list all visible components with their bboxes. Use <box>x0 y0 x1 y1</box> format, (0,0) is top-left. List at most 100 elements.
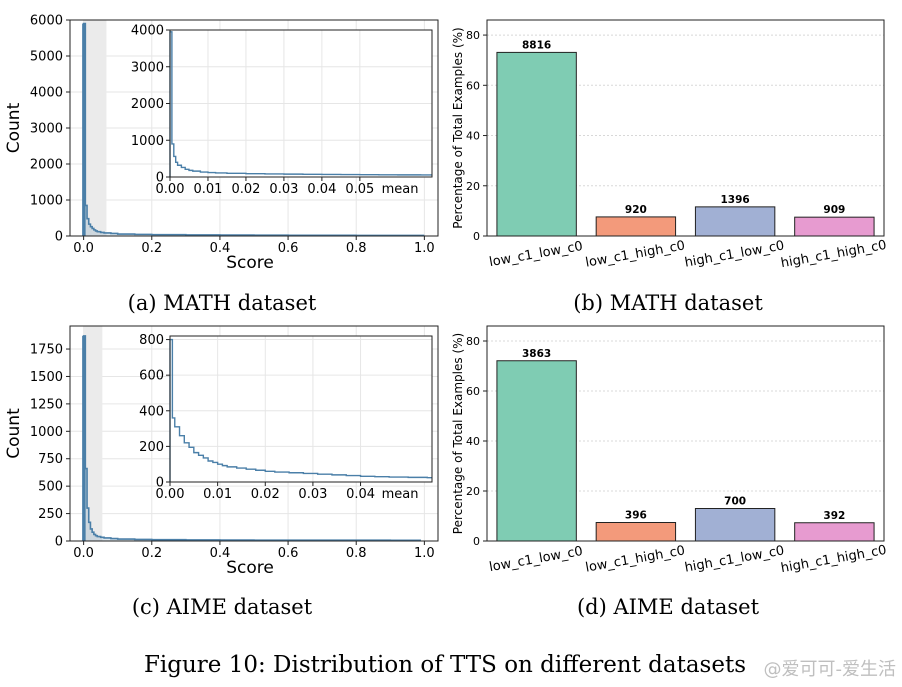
inset-zoom-plot: 0.00 0.01 0.02 0.03 0.04 0.05 mean 0 1000 2000 300… <box>131 24 433 197</box>
y-tick-label: 250 <box>38 507 63 522</box>
y-tick-label: 40 <box>466 130 480 143</box>
bar-value-label: 8816 <box>522 39 551 51</box>
histogram-bin <box>110 233 118 236</box>
y-tick-label: 0 <box>473 535 480 548</box>
bar-high-c1-high-c0 <box>794 522 875 542</box>
histogram-bin <box>87 218 89 236</box>
plot-frame <box>486 325 885 542</box>
inset-x-tick-label: 0.02 <box>251 487 280 502</box>
caption-c: (c) AIME dataset <box>132 595 313 619</box>
histogram-bin <box>85 205 88 236</box>
y-tick-label: 40 <box>466 435 480 448</box>
x-tick-label: high_c1_low_c0 <box>684 543 786 575</box>
bar-high-c1-low-c0 <box>694 508 776 542</box>
inset-y-tick-label: 0 <box>156 171 164 186</box>
histogram-bin <box>87 508 89 541</box>
x-tick-label: 0.0 <box>73 546 94 561</box>
inset-background <box>170 336 432 482</box>
inset-zoom-plot: 0.00 0.01 0.02 0.03 0.04 mean 0 200 400 600 800 <box>139 333 433 502</box>
y-tick-label: 750 <box>38 452 63 467</box>
bar-value-label: 1396 <box>721 194 750 206</box>
bar-low-c1-high-c0 <box>595 522 677 542</box>
y-tick-label: 60 <box>466 79 480 92</box>
x-tick-label: 1.0 <box>414 241 435 256</box>
y-tick-label: 2000 <box>30 158 63 173</box>
histogram-bin <box>97 231 101 236</box>
y-tick-label: 4000 <box>30 86 63 101</box>
histogram-bin <box>117 539 135 541</box>
y-axis-label: Percentage of Total Examples (%) <box>451 27 465 228</box>
y-axis-label: Count <box>4 102 24 153</box>
histogram-peak-bar <box>82 335 86 541</box>
inset-x-tick-label: 0.01 <box>203 487 232 502</box>
y-tick-label: 20 <box>466 180 480 193</box>
inset-x-tick-label: 0.02 <box>231 182 260 197</box>
histogram-bin <box>85 468 88 541</box>
x-tick-label: 0.6 <box>278 241 299 256</box>
bar-value-label: 3863 <box>522 348 551 360</box>
histogram-bin <box>95 535 98 541</box>
inset-step-line <box>169 31 432 177</box>
histogram-bin <box>100 537 105 541</box>
y-tick-label: 1000 <box>30 425 63 440</box>
bar-value-label: 392 <box>823 510 845 522</box>
x-tick-label: high_c1_high_c0 <box>780 543 888 576</box>
histogram-peak-bar <box>82 23 86 236</box>
y-tick-label: 20 <box>466 485 480 498</box>
histogram-bin <box>100 232 105 236</box>
x-tick-label: 0.8 <box>346 546 367 561</box>
bar-value-label: 396 <box>625 510 647 522</box>
x-tick-label: 1.0 <box>414 546 435 561</box>
bar-low-c1-low-c0 <box>496 51 577 237</box>
histogram-step-line <box>82 22 425 237</box>
histogram-bin <box>95 230 98 236</box>
histogram-bin <box>134 234 152 236</box>
x-tick-label: 0.6 <box>278 546 299 561</box>
inset-y-tick-label: 800 <box>139 333 164 348</box>
x-tick-label: 0.4 <box>210 546 231 561</box>
x-tick-label: 0.2 <box>141 546 162 561</box>
y-axis-label: Count <box>4 408 24 459</box>
inset-y-tick-label: 200 <box>139 440 164 455</box>
bar-high-c1-low-c0 <box>694 206 776 237</box>
histogram-bin <box>104 232 111 236</box>
inset-x-tick-label: 0.00 <box>156 182 185 197</box>
plot-frame <box>486 19 885 237</box>
y-tick-label: 5000 <box>30 50 63 65</box>
histogram-bin <box>110 538 118 541</box>
histogram-bin <box>92 228 94 236</box>
y-tick-label: 0 <box>55 535 63 550</box>
bar-high-c1-high-c0 <box>794 216 875 237</box>
bar-value-label: 920 <box>625 204 647 216</box>
watermark: @爱可可-爱生活 <box>763 659 897 680</box>
histogram-bin <box>104 537 111 541</box>
inset-x-tick-label: 0.03 <box>298 487 327 502</box>
x-tick-label: 0.8 <box>346 241 367 256</box>
panel-d-aime-bar-chart: 3863 low_c1_low_c0 396 low_c1_high_c0 700 hig… <box>451 325 888 576</box>
caption-b: (b) MATH dataset <box>573 291 763 315</box>
y-tick-label: 60 <box>466 385 480 398</box>
inset-y-tick-label: 2000 <box>131 97 164 112</box>
x-tick-label: low_c1_low_c0 <box>488 544 584 575</box>
histogram-bin <box>88 224 91 236</box>
histogram-step-line <box>82 335 421 542</box>
y-tick-label: 0 <box>473 230 480 243</box>
inset-mean-label: mean <box>382 182 419 197</box>
x-tick-label: 0.4 <box>210 241 231 256</box>
inset-frame <box>169 335 433 483</box>
y-tick-label: 80 <box>466 29 480 42</box>
caption-d: (d) AIME dataset <box>577 595 760 619</box>
x-tick-label: 0.0 <box>73 241 94 256</box>
histogram-bin <box>93 229 96 236</box>
y-tick-label: 6000 <box>30 14 63 29</box>
histogram-bin <box>97 536 101 541</box>
histogram-bin <box>88 522 91 541</box>
histogram-bin <box>93 534 96 541</box>
y-tick-label: 80 <box>466 335 480 348</box>
histogram-bin <box>92 532 94 541</box>
panel-b-math-bar-chart: 8816 low_c1_low_c0 920 low_c1_high_c0 1396 hi… <box>451 19 888 271</box>
inset-y-tick-label: 600 <box>139 369 164 384</box>
inset-y-tick-label: 1000 <box>131 134 164 149</box>
y-tick-label: 1500 <box>30 370 63 385</box>
